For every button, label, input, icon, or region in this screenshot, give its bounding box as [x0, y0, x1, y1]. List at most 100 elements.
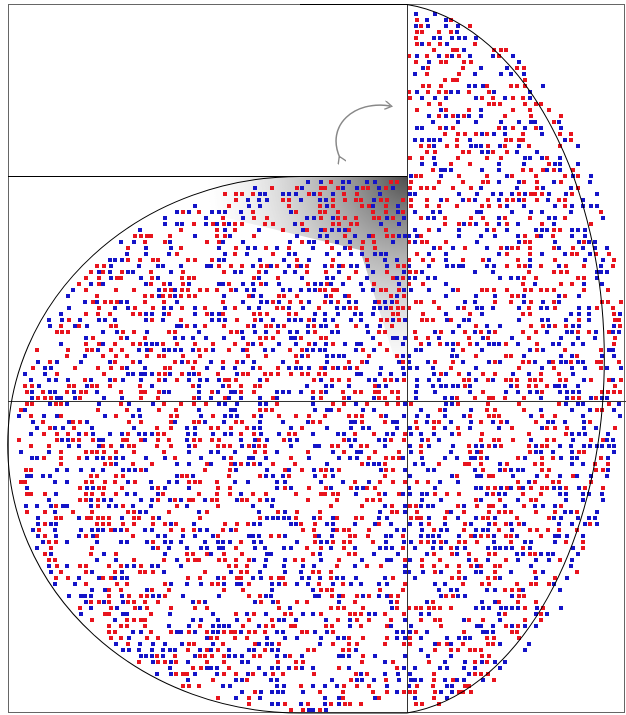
marker — [359, 672, 363, 676]
marker — [541, 324, 545, 328]
marker — [107, 564, 111, 568]
marker — [210, 582, 214, 586]
marker — [313, 594, 317, 598]
marker — [300, 372, 304, 376]
marker — [347, 276, 351, 280]
marker — [169, 426, 173, 430]
marker — [535, 342, 539, 346]
marker — [361, 636, 365, 640]
marker — [319, 540, 323, 544]
marker — [167, 252, 171, 256]
marker — [497, 180, 501, 184]
marker — [492, 132, 496, 136]
marker — [264, 558, 268, 562]
marker — [558, 228, 562, 232]
marker — [180, 360, 184, 364]
marker — [438, 606, 442, 610]
marker — [217, 378, 221, 382]
marker — [37, 384, 41, 388]
marker — [595, 510, 599, 514]
marker — [361, 240, 365, 244]
marker — [337, 600, 341, 604]
marker — [612, 354, 616, 358]
marker — [353, 312, 357, 316]
marker — [427, 522, 431, 526]
marker — [581, 414, 585, 418]
marker — [367, 612, 371, 616]
marker — [60, 330, 64, 334]
marker — [180, 288, 184, 292]
marker — [229, 408, 233, 412]
marker — [264, 624, 268, 628]
marker — [354, 576, 358, 580]
marker — [396, 390, 400, 394]
marker — [439, 330, 443, 334]
marker — [408, 474, 412, 478]
marker — [293, 462, 297, 466]
marker — [571, 474, 575, 478]
marker — [227, 624, 231, 628]
marker — [564, 486, 568, 490]
marker — [372, 282, 376, 286]
marker — [319, 228, 323, 232]
marker — [553, 324, 557, 328]
marker — [108, 312, 112, 316]
marker — [29, 378, 33, 382]
marker — [257, 438, 261, 442]
marker — [283, 654, 287, 658]
marker — [457, 264, 461, 268]
marker — [389, 372, 393, 376]
marker — [150, 372, 154, 376]
marker — [539, 612, 543, 616]
marker — [318, 234, 322, 238]
marker — [281, 306, 285, 310]
marker — [210, 438, 214, 442]
marker — [534, 228, 538, 232]
marker — [359, 702, 363, 706]
marker — [181, 672, 185, 676]
marker — [233, 342, 237, 346]
marker — [289, 426, 293, 430]
marker — [233, 228, 237, 232]
marker — [509, 540, 513, 544]
marker — [469, 60, 473, 64]
marker — [365, 564, 369, 568]
marker — [551, 342, 555, 346]
marker — [240, 444, 244, 448]
marker — [139, 378, 143, 382]
marker — [169, 444, 173, 448]
marker — [145, 330, 149, 334]
marker — [215, 498, 219, 502]
marker — [527, 372, 531, 376]
marker — [307, 414, 311, 418]
marker — [365, 180, 369, 184]
marker — [203, 324, 207, 328]
marker — [187, 282, 191, 286]
marker — [193, 534, 197, 538]
marker — [209, 264, 213, 268]
marker — [486, 198, 490, 202]
marker — [431, 120, 435, 124]
marker — [419, 636, 423, 640]
marker — [360, 360, 364, 364]
marker — [601, 216, 605, 220]
marker — [583, 366, 587, 370]
marker — [203, 600, 207, 604]
marker — [113, 306, 117, 310]
marker — [611, 330, 615, 334]
marker — [187, 378, 191, 382]
marker — [469, 144, 473, 148]
marker — [121, 522, 125, 526]
marker — [408, 96, 412, 100]
marker — [349, 222, 353, 226]
marker — [67, 444, 71, 448]
marker — [577, 432, 581, 436]
marker — [467, 318, 471, 322]
marker — [258, 192, 262, 196]
marker — [431, 600, 435, 604]
marker — [528, 546, 532, 550]
marker — [258, 570, 262, 574]
marker — [247, 558, 251, 562]
marker — [559, 456, 563, 460]
marker — [504, 606, 508, 610]
